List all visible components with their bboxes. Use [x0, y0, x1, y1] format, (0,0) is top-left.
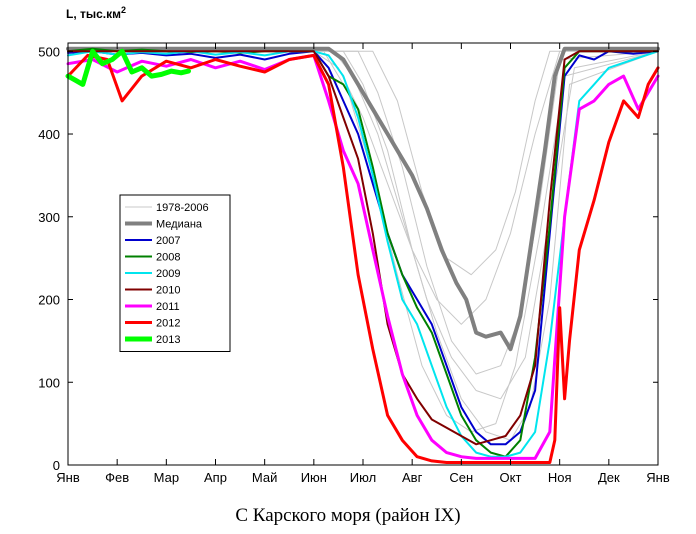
x-tick-label: Апр — [204, 470, 227, 485]
series-lines — [65, 46, 660, 464]
series-line-2 — [67, 50, 659, 441]
y-tick-label: 500 — [38, 44, 60, 59]
x-tick-label: Мар — [154, 470, 179, 485]
legend-label: 1978-2006 — [156, 202, 209, 214]
x-axis: Янв Фев Мар Апр Май Июн Июл Авг Сен Окт Ноя Дек Янв — [56, 43, 670, 485]
caption: С Карского моря (район IX) — [235, 505, 461, 526]
legend-label: 2007 — [156, 235, 180, 247]
x-tick-label: Янв — [56, 470, 80, 485]
x-tick-label: Июл — [350, 470, 376, 485]
y-tick-label: 300 — [38, 210, 60, 225]
legend: 1978-2006 Медиана 2007 2008 2009 2010 2011 2012… — [119, 194, 231, 352]
series-line-9 — [67, 50, 659, 458]
x-tick-label: Ноя — [548, 470, 572, 485]
legend-label: 2008 — [156, 252, 180, 264]
y-axis: 0 100 200 300 400 500 — [38, 44, 658, 473]
y-tick-label: 200 — [38, 293, 60, 308]
series-line-3 — [67, 50, 659, 375]
legend-label: 2009 — [156, 268, 180, 280]
x-tick-label: Авг — [402, 470, 423, 485]
x-tick-label: Фев — [105, 470, 129, 485]
y-tick-label: 400 — [38, 127, 60, 142]
legend-label: 2012 — [156, 318, 180, 330]
legend-label: Медиана — [156, 219, 203, 231]
series-line-6 — [66, 46, 660, 352]
x-tick-label: Дек — [598, 470, 620, 485]
y-axis-label-sup: 2 — [121, 5, 126, 15]
series-line-4 — [67, 50, 659, 276]
y-tick-label: 0 — [53, 458, 60, 473]
series-line-12 — [66, 53, 660, 464]
x-tick-label: Июн — [301, 470, 327, 485]
x-tick-label: Май — [252, 470, 277, 485]
x-tick-label: Окт — [500, 470, 522, 485]
y-tick-label: 100 — [38, 375, 60, 390]
legend-label: 2013 — [156, 334, 180, 346]
x-tick-label: Янв — [646, 470, 670, 485]
legend-label: 2010 — [156, 285, 180, 297]
y-axis-label: L, тыс.км2 — [66, 5, 126, 21]
series-line-13 — [65, 48, 191, 87]
x-tick-label: Сен — [449, 470, 473, 485]
legend-label: 2011 — [156, 301, 180, 313]
chart: 0 100 200 300 400 500 Янв Фев Мар Апр Май Июн Июл Ав… — [38, 5, 670, 485]
